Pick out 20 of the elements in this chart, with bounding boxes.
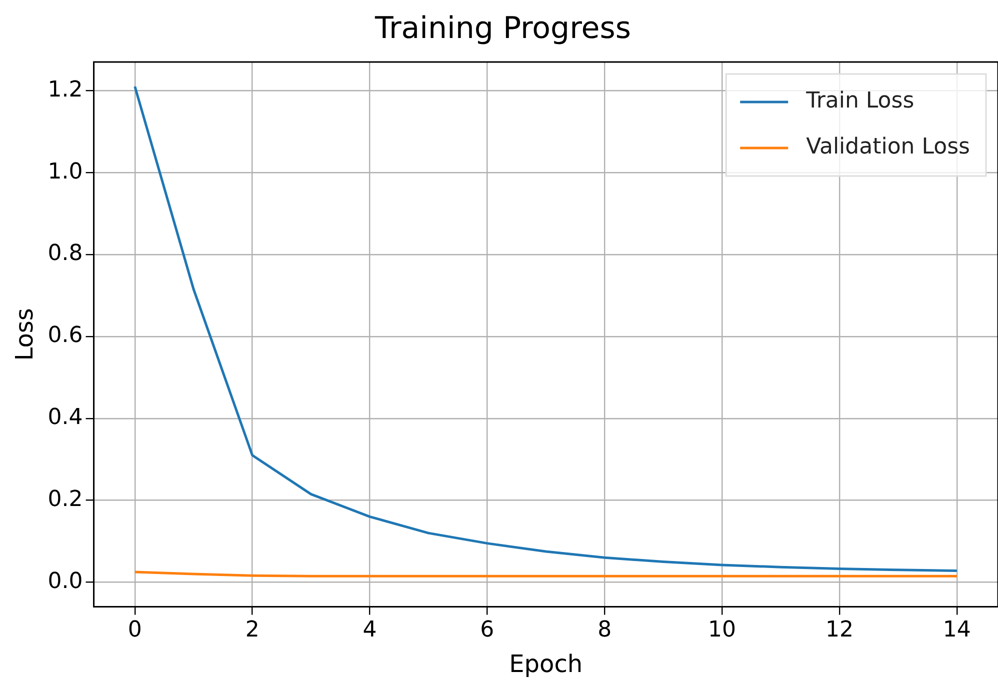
y-tick-label: 1.0 (48, 159, 83, 184)
chart-title: Training Progress (374, 10, 631, 46)
x-tick-label: 8 (598, 618, 612, 643)
y-tick-label: 0.2 (48, 487, 83, 512)
y-tick-label: 0.4 (48, 405, 83, 430)
y-tick-label: 0.8 (48, 241, 83, 266)
x-tick-label: 12 (825, 618, 854, 643)
x-axis-title: Epoch (509, 650, 583, 678)
y-axis-title: Loss (10, 308, 39, 361)
x-tick-label: 4 (362, 618, 377, 643)
y-tick-label: 0.0 (48, 568, 83, 594)
legend-label: Train Loss (805, 88, 914, 114)
y-tick-label: 1.2 (48, 77, 83, 102)
x-tick-label: 2 (245, 618, 260, 643)
y-tick-label: 0.6 (48, 323, 83, 348)
x-tick-label: 6 (480, 618, 494, 643)
x-tick-label: 0 (128, 618, 142, 643)
legend-label: Validation Loss (806, 134, 970, 160)
x-tick-label: 14 (942, 618, 971, 643)
x-tick-label: 10 (708, 618, 736, 643)
